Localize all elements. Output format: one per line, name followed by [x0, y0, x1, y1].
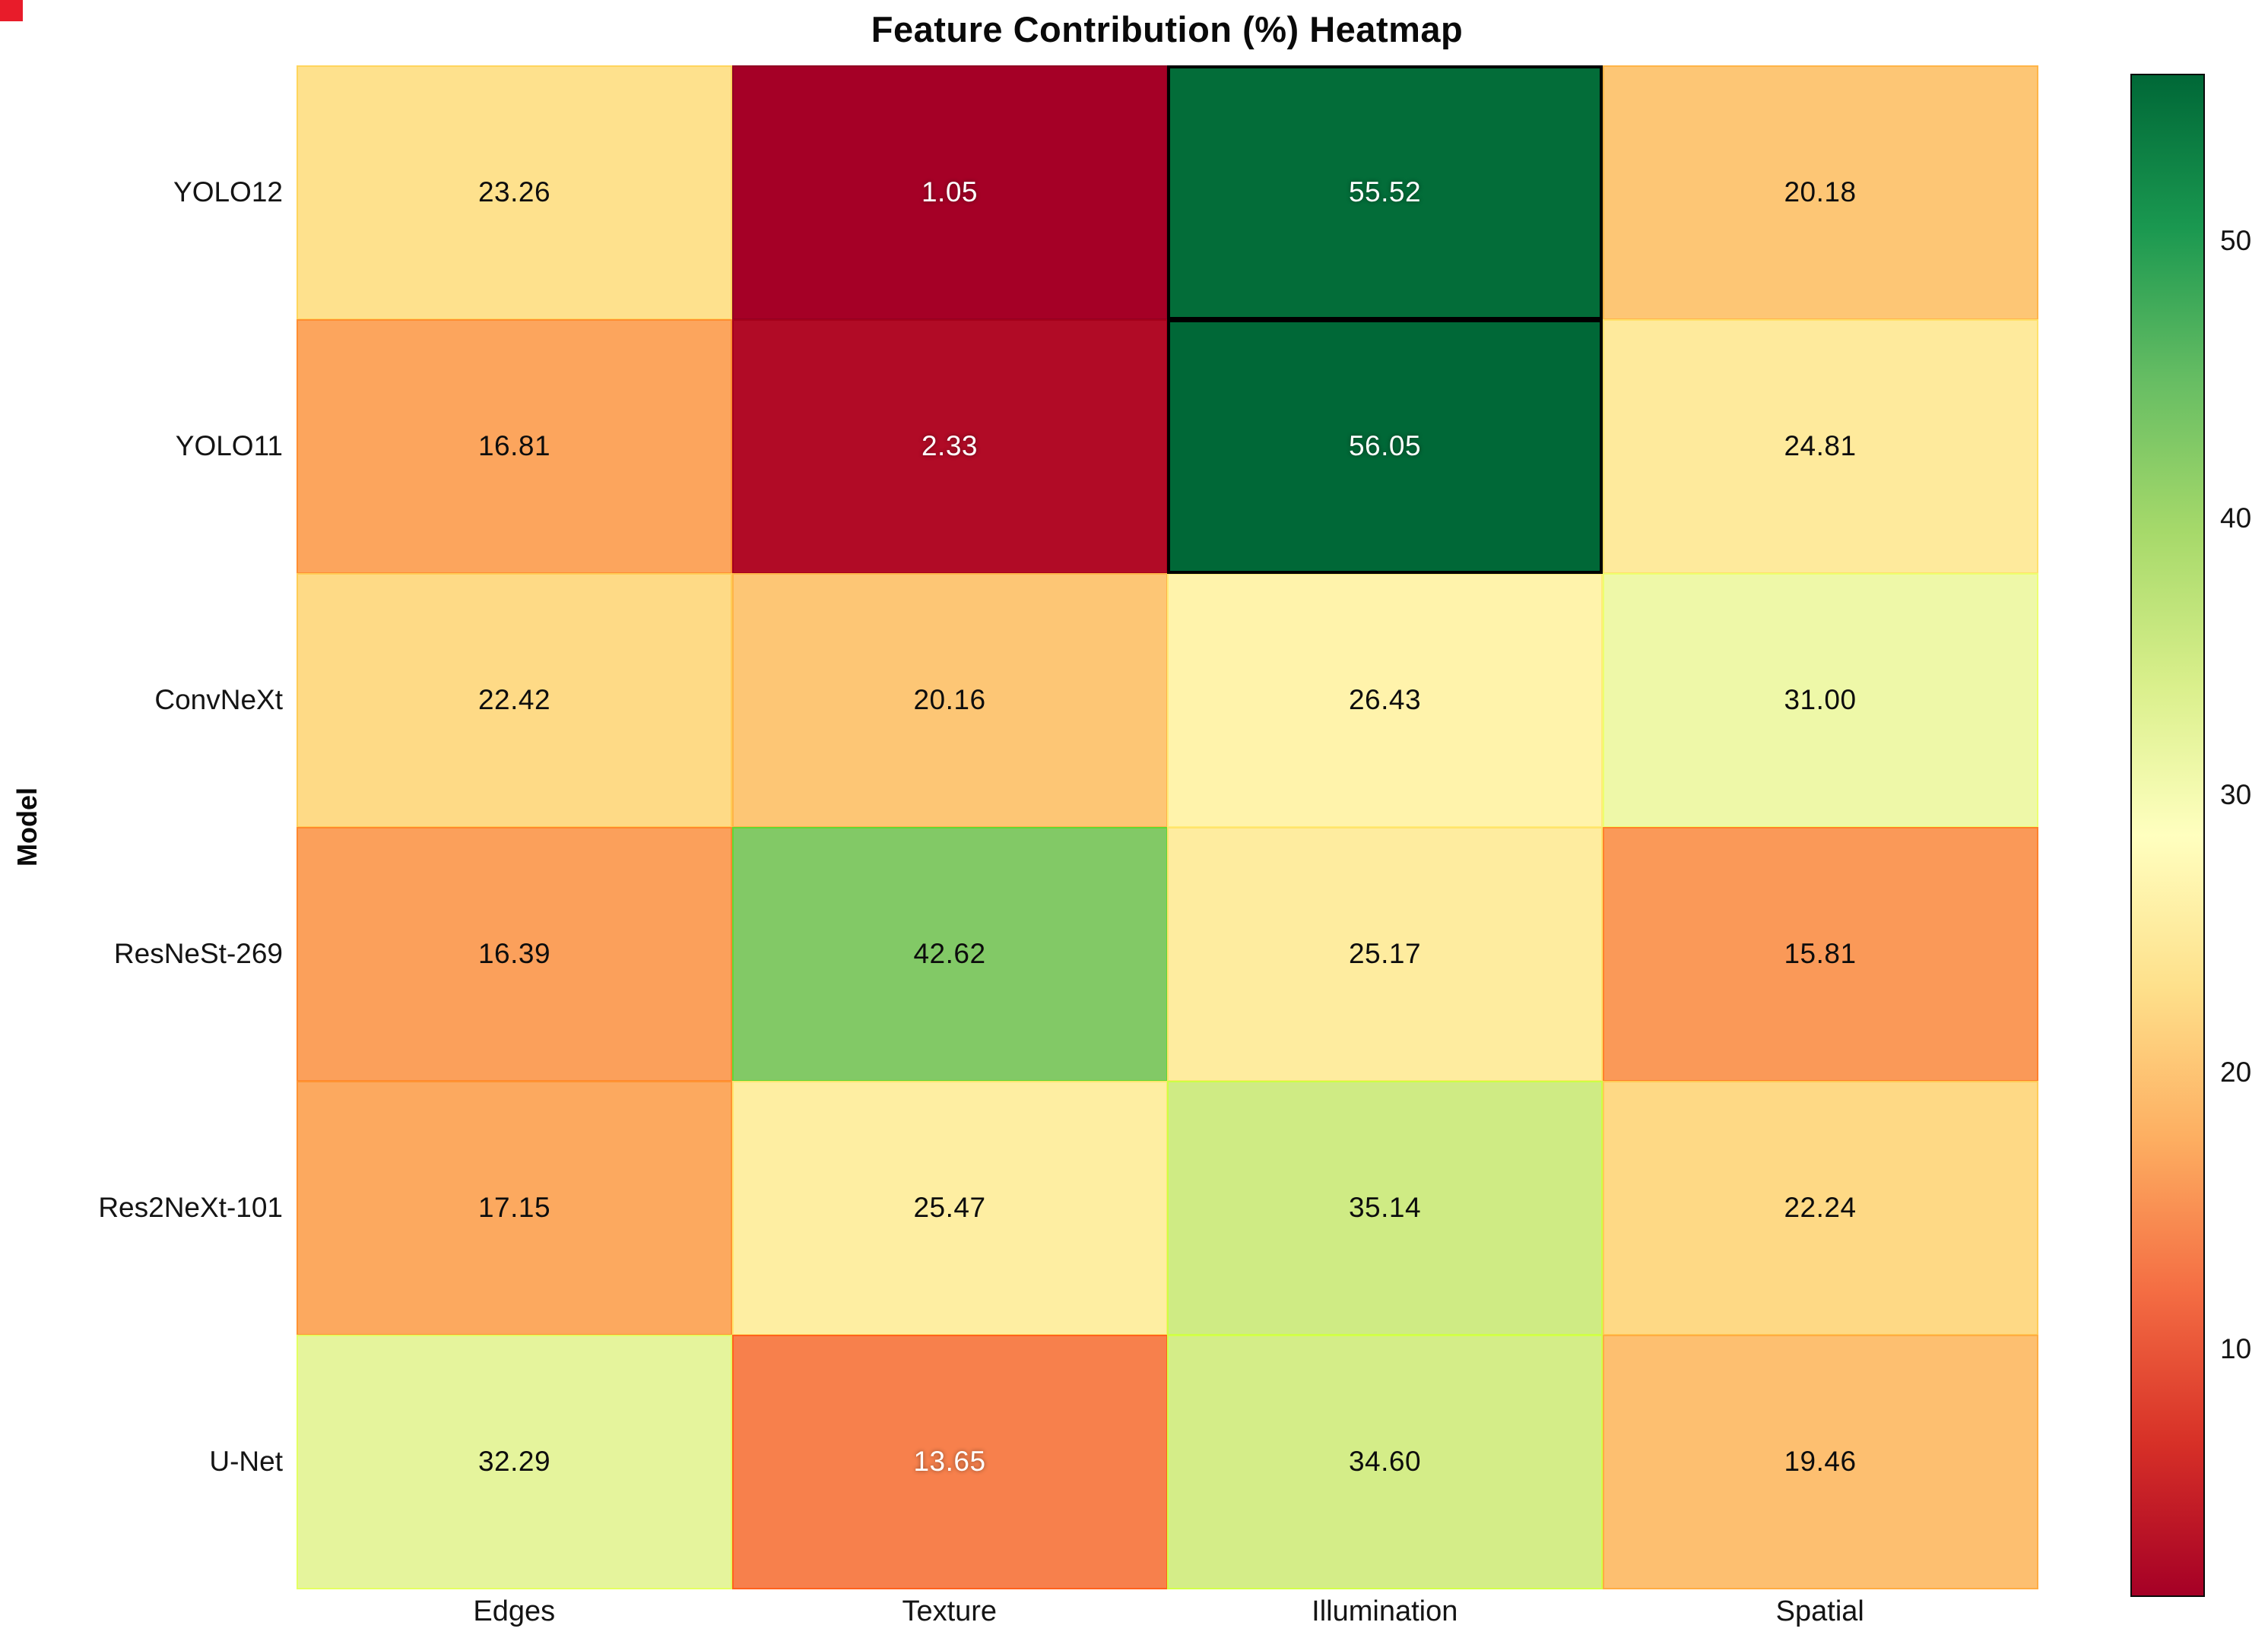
colorbar-tick-label: 30: [2220, 779, 2252, 811]
heatmap-cell: 42.62: [731, 827, 1168, 1082]
cell-value: 24.81: [1784, 430, 1857, 462]
y-tick-label: U-Net: [209, 1446, 283, 1477]
cell-value: 32.29: [477, 1446, 551, 1478]
heatmap-cell: 17.15: [297, 1081, 732, 1335]
heatmap-cell: 24.81: [1602, 319, 2038, 574]
cell-value: 16.81: [477, 430, 551, 462]
heatmap-cell: 55.52: [1167, 65, 1603, 320]
heatmap-cell: 26.43: [1167, 573, 1603, 828]
cell-value: 13.65: [913, 1446, 986, 1478]
cell-value: 23.26: [477, 176, 551, 208]
heatmap-cell: 2.33: [731, 319, 1168, 574]
cell-value: 22.24: [1784, 1192, 1857, 1224]
cell-value: 34.60: [1348, 1446, 1422, 1478]
heatmap-cell: 15.81: [1602, 827, 2038, 1082]
cell-value: 16.39: [477, 938, 551, 970]
y-tick-label: YOLO12: [173, 176, 283, 208]
x-tick-label: Texture: [902, 1595, 998, 1627]
cell-value: 31.00: [1784, 684, 1857, 716]
colorbar: [2130, 74, 2205, 1597]
cell-value: 42.62: [913, 938, 986, 970]
cell-value: 35.14: [1348, 1192, 1422, 1224]
colorbar-tick-label: 50: [2220, 225, 2252, 257]
x-tick-label: Illumination: [1312, 1595, 1458, 1627]
heatmap-cell: 25.47: [731, 1081, 1168, 1335]
heatmap-cell: 32.29: [297, 1335, 732, 1589]
colorbar-tick-label: 40: [2220, 502, 2252, 534]
chart-title: Feature Contribution (%) Heatmap: [871, 9, 1464, 49]
heatmap-cell: 34.60: [1167, 1335, 1603, 1589]
heatmap-cell: 20.16: [731, 573, 1168, 828]
cell-value: 2.33: [921, 430, 978, 462]
y-tick-label: Res2NeXt-101: [98, 1192, 283, 1223]
heatmap-cell: 16.81: [297, 319, 732, 574]
x-tick-label: Edges: [473, 1595, 556, 1627]
colorbar-tick-label: 10: [2220, 1332, 2252, 1364]
heatmap-cell: 13.65: [731, 1335, 1168, 1589]
cell-value: 20.18: [1784, 176, 1857, 208]
heatmap-cell: 16.39: [297, 827, 732, 1082]
y-tick-label: ConvNeXt: [154, 684, 283, 715]
cell-value: 22.42: [477, 684, 551, 716]
heatmap-cell: 1.05: [731, 65, 1168, 320]
cell-value: 19.46: [1784, 1446, 1857, 1478]
heatmap-cell: 56.05: [1167, 319, 1603, 574]
heatmap-cell: 25.17: [1167, 827, 1603, 1082]
y-axis-label: Model: [11, 787, 43, 867]
heatmap-cell: 19.46: [1602, 1335, 2038, 1589]
corner-artifact-mark: [0, 0, 23, 21]
heatmap-cell: 35.14: [1167, 1081, 1603, 1335]
heatmap-cell: 31.00: [1602, 573, 2038, 828]
cell-value: 25.17: [1348, 938, 1422, 970]
cell-value: 56.05: [1348, 430, 1422, 462]
cell-value: 55.52: [1348, 176, 1422, 208]
cell-value: 15.81: [1784, 938, 1857, 970]
heatmap-cell: 22.24: [1602, 1081, 2038, 1335]
cell-value: 25.47: [913, 1192, 986, 1224]
cell-value: 17.15: [477, 1192, 551, 1224]
y-tick-label: ResNeSt-269: [113, 938, 283, 969]
cell-value: 1.05: [921, 176, 978, 208]
colorbar-tick-label: 20: [2220, 1056, 2252, 1088]
cell-value: 26.43: [1348, 684, 1422, 716]
y-tick-label: YOLO11: [175, 430, 283, 461]
x-tick-label: Spatial: [1775, 1595, 1864, 1627]
cell-value: 20.16: [913, 684, 986, 716]
heatmap-cell: 20.18: [1602, 65, 2038, 320]
heatmap-cell: 23.26: [297, 65, 732, 320]
heatmap-grid: 23.26 1.05 55.52 20.18 16.81 2.33 56.05 24.81 22…: [297, 65, 2038, 1589]
heatmap-cell: 22.42: [297, 573, 732, 828]
